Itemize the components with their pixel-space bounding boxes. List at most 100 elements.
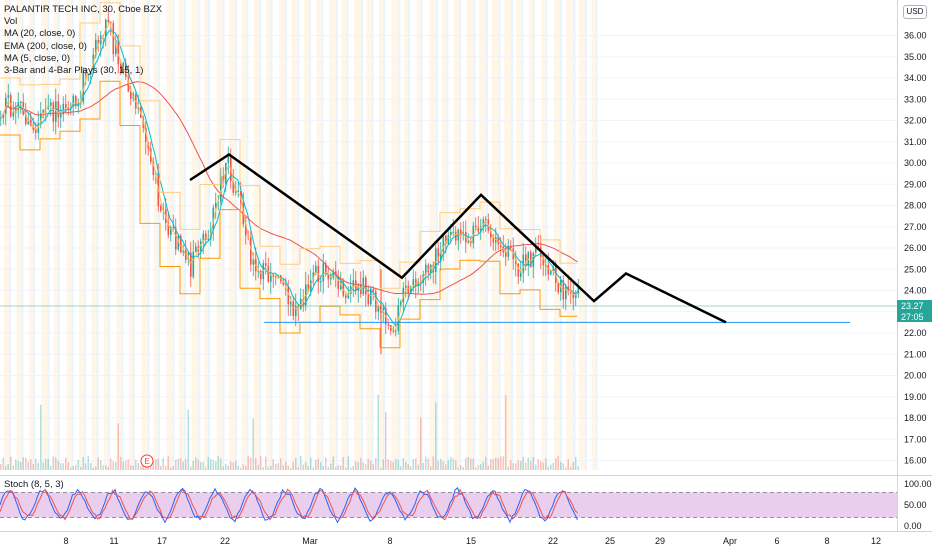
- candle-body: [75, 96, 77, 107]
- volume-bar: [20, 461, 22, 470]
- candle-body: [557, 282, 560, 293]
- candle-body: [212, 207, 215, 231]
- candle-body: [467, 240, 470, 243]
- volume-bar: [265, 456, 267, 470]
- volume-bar: [477, 464, 479, 470]
- volume-bar: [327, 466, 329, 470]
- stoch-band: [0, 492, 897, 518]
- candle-body: [185, 250, 187, 260]
- volume-bar: [57, 460, 59, 470]
- volume-bar: [185, 458, 187, 470]
- candle-body: [400, 302, 402, 306]
- volume-bar: [332, 456, 334, 470]
- candle-body: [345, 295, 347, 298]
- candle-body: [372, 288, 375, 292]
- play-upper-line: [0, 2, 578, 289]
- volume-bar: [5, 465, 7, 470]
- volume-bar: [87, 456, 89, 470]
- volume-bar: [302, 464, 304, 470]
- candle-body: [282, 281, 285, 285]
- legend-ma20[interactable]: MA (20, close, 0): [4, 28, 76, 40]
- volume-bar: [285, 461, 287, 470]
- stoch-legend[interactable]: Stoch (8, 5, 3): [4, 479, 64, 490]
- x-tick-label: 22: [220, 536, 230, 546]
- volume-bar: [410, 466, 412, 470]
- volume-bar: [197, 459, 199, 470]
- candle-body: [572, 293, 575, 299]
- session-shade: [346, 0, 349, 470]
- candle-body: [200, 241, 202, 252]
- volume-bar: [387, 459, 389, 470]
- volume-bar: [187, 409, 189, 470]
- candle-body: [7, 95, 10, 98]
- volume-bar: [562, 463, 564, 470]
- symbol-title[interactable]: PALANTIR TECH INC, 30, Cboe BZX: [4, 4, 163, 15]
- candle-body: [477, 227, 480, 232]
- volume-bar: [192, 460, 194, 470]
- volume-bar: [415, 458, 417, 470]
- y-tick-label: 26.00: [904, 243, 927, 253]
- volume-bar: [35, 458, 37, 470]
- candle-body: [205, 233, 207, 240]
- volume-bar: [130, 465, 132, 470]
- volume-bar: [95, 466, 97, 470]
- x-tick-label: 22: [548, 536, 558, 546]
- session-shade: [104, 0, 108, 470]
- volume-bar: [540, 460, 542, 470]
- candle-body: [342, 281, 345, 296]
- candle-body: [535, 246, 537, 254]
- volume-bar: [167, 456, 169, 470]
- session-shade: [408, 0, 410, 470]
- volume-bar: [0, 464, 2, 470]
- volume-bar: [210, 459, 212, 470]
- volume-bar: [67, 462, 69, 470]
- session-shade: [446, 0, 449, 470]
- session-shade: [91, 0, 97, 470]
- volume-bar: [352, 465, 354, 470]
- volume-bar: [242, 464, 244, 470]
- volume-bar: [255, 457, 257, 470]
- legend-vol[interactable]: Vol: [4, 16, 18, 28]
- volume-bar: [412, 459, 414, 470]
- y-tick-label: 35.00: [904, 52, 927, 62]
- legend-ma5[interactable]: MA (5, close, 0): [4, 52, 70, 64]
- legend-ema200[interactable]: EMA (200, close, 0): [4, 40, 87, 52]
- candle-body: [395, 330, 397, 332]
- volume-bar: [510, 460, 512, 470]
- session-shade: [554, 0, 560, 470]
- session-shade: [420, 0, 423, 470]
- candle-body: [152, 161, 155, 175]
- volume-bar: [400, 466, 402, 470]
- volume-bar: [497, 458, 499, 470]
- candle-body: [307, 284, 310, 292]
- volume-bar: [320, 462, 322, 470]
- candle-body: [292, 301, 295, 316]
- x-tick-label: Mar: [302, 536, 318, 546]
- y-tick-label: 29.00: [904, 179, 927, 189]
- session-shade: [191, 0, 199, 470]
- candle-body: [520, 272, 522, 277]
- volume-bar: [532, 457, 534, 470]
- session-shade: [4, 0, 9, 470]
- session-shade: [147, 0, 150, 470]
- volume-bar: [110, 458, 112, 470]
- volume-bar: [47, 458, 49, 470]
- y-tick-label: 19.00: [904, 392, 927, 402]
- volume-bar: [315, 460, 317, 470]
- candle-body: [182, 250, 185, 253]
- x-tick-label: 6: [774, 536, 779, 546]
- candle-body: [105, 19, 107, 37]
- candle-body: [50, 102, 52, 106]
- volume-bar: [92, 467, 94, 470]
- session-shade: [391, 0, 399, 470]
- volume-bar: [40, 404, 42, 470]
- candle-body: [447, 235, 450, 244]
- volume-bar: [270, 465, 272, 470]
- candle-body: [115, 40, 117, 55]
- legend-plays[interactable]: 3-Bar and 4-Bar Plays (30, 15, 1): [4, 65, 144, 77]
- volume-bar: [162, 458, 164, 470]
- currency-badge[interactable]: USD: [903, 5, 927, 19]
- candle-body: [97, 39, 100, 45]
